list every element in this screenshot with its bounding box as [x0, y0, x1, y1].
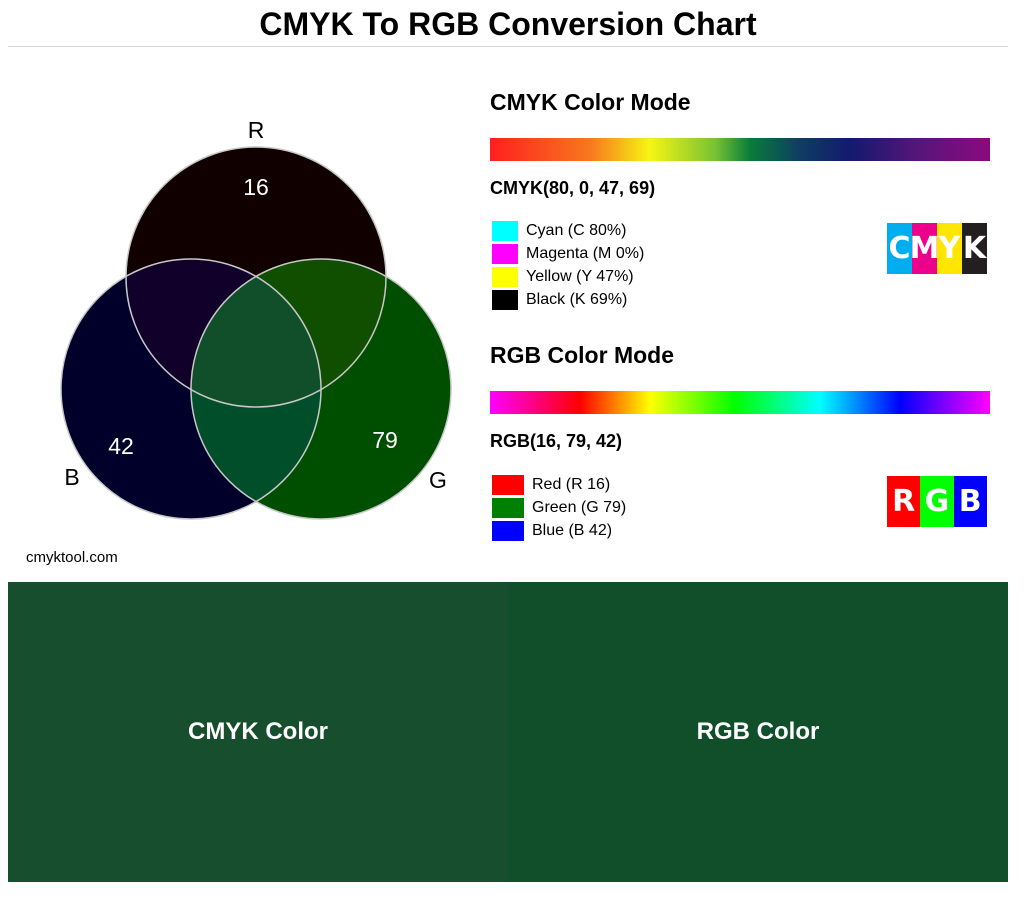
- magenta-swatch: [492, 243, 518, 264]
- cmyk-section-title: CMYK Color Mode: [490, 89, 691, 115]
- legend-label: Blue (B 42): [532, 521, 613, 539]
- venn-label-r: R: [248, 117, 265, 143]
- logo-letter-r: R: [887, 476, 921, 527]
- legend-item-green: Green (G 79): [492, 496, 626, 519]
- logo-letter-m: M: [910, 223, 939, 274]
- red-swatch: [492, 474, 524, 495]
- cmyk-legend: Cyan (C 80%) Magenta (M 0%) Yellow (Y 47…: [492, 219, 644, 311]
- logo-letter-k: K: [962, 223, 987, 274]
- cmyk-gradient-bar: [490, 138, 990, 161]
- rgb-preview-label: RGB Color: [696, 718, 820, 745]
- venn-value-r: 16: [243, 174, 269, 200]
- yellow-swatch: [492, 266, 518, 287]
- blue-swatch: [492, 520, 524, 541]
- logo-letter-g: G: [920, 476, 954, 527]
- legend-item-blue: Blue (B 42): [492, 519, 626, 542]
- title-divider: [8, 46, 1008, 47]
- venn-label-b: B: [64, 464, 79, 490]
- venn-outlines: [60, 146, 452, 520]
- cmyk-color-preview: CMYK Color: [8, 582, 508, 882]
- legend-label: Magenta (M 0%): [526, 244, 645, 262]
- page-title: CMYK To RGB Conversion Chart: [259, 6, 757, 42]
- black-swatch: [492, 289, 518, 310]
- rgb-gradient-bar: [490, 391, 990, 414]
- legend-label: Red (R 16): [532, 475, 611, 493]
- rgb-legend: Red (R 16) Green (G 79) Blue (B 42): [492, 473, 626, 542]
- logo-letter-b: B: [953, 476, 987, 527]
- site-credit: cmyktool.com: [26, 549, 118, 566]
- legend-item-red: Red (R 16): [492, 473, 626, 496]
- legend-item-yellow: Yellow (Y 47%): [492, 265, 644, 288]
- cmyk-preview-label: CMYK Color: [188, 718, 328, 745]
- legend-label: Cyan (C 80%): [526, 221, 627, 239]
- cyan-swatch: [492, 220, 518, 241]
- rgb-section-title: RGB Color Mode: [490, 342, 674, 368]
- venn-value-b: 42: [108, 433, 134, 459]
- cmyk-code: CMYK(80, 0, 47, 69): [490, 178, 656, 198]
- legend-item-cyan: Cyan (C 80%): [492, 219, 644, 242]
- venn-value-g: 79: [372, 427, 398, 453]
- venn-label-g: G: [429, 467, 447, 493]
- legend-label: Green (G 79): [532, 498, 627, 516]
- cmyk-logo: C M Y K: [887, 223, 987, 274]
- logo-letter-y: Y: [937, 223, 962, 274]
- logo-letter-c: C: [887, 223, 912, 274]
- green-swatch: [492, 497, 524, 518]
- rgb-color-preview: RGB Color: [508, 582, 1008, 882]
- legend-label: Black (K 69%): [526, 290, 628, 308]
- rgb-logo: R G B: [887, 476, 987, 527]
- rgb-venn-diagram: R G B 16 79 42: [60, 117, 452, 520]
- rgb-code: RGB(16, 79, 42): [490, 431, 623, 451]
- legend-label: Yellow (Y 47%): [526, 267, 634, 285]
- legend-item-black: Black (K 69%): [492, 288, 644, 311]
- legend-item-magenta: Magenta (M 0%): [492, 242, 644, 265]
